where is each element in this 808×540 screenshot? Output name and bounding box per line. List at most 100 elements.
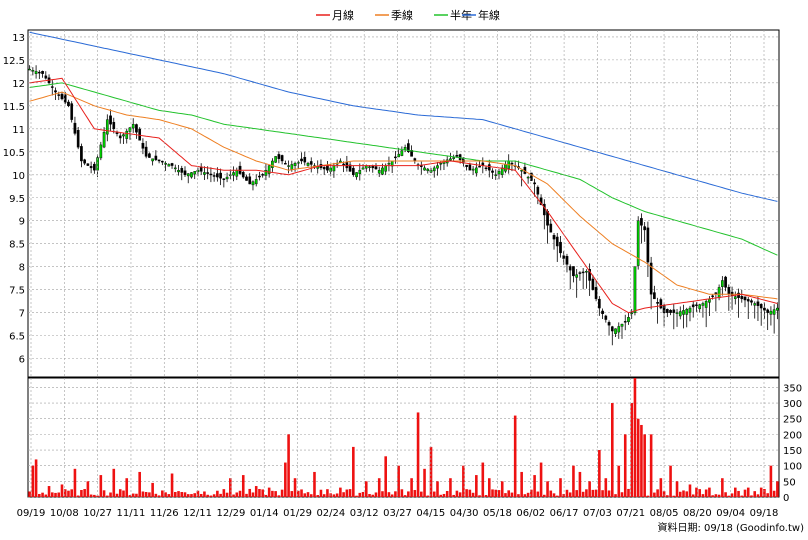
volume-bar bbox=[672, 495, 676, 497]
volume-bar bbox=[313, 471, 316, 497]
candle-body bbox=[646, 227, 650, 263]
x-tick-label: 09/04 bbox=[716, 508, 745, 519]
x-tick-label: 10/27 bbox=[83, 508, 112, 519]
volume-bar bbox=[50, 492, 54, 497]
volume-bar bbox=[167, 494, 171, 497]
volume-bar bbox=[125, 478, 129, 497]
x-tick-label: 04/30 bbox=[450, 508, 479, 519]
candle-body bbox=[452, 157, 456, 159]
volume-bar bbox=[666, 495, 669, 497]
volume-bar bbox=[164, 492, 167, 497]
volume-bar bbox=[543, 494, 546, 497]
volume-bar bbox=[500, 481, 504, 497]
candle-body bbox=[102, 132, 106, 148]
candle-body bbox=[588, 269, 591, 281]
volume-bar bbox=[38, 493, 41, 497]
candle-body bbox=[552, 235, 556, 240]
volume-bar bbox=[714, 494, 718, 497]
candle-body bbox=[80, 146, 83, 162]
volume-bar bbox=[772, 490, 776, 497]
volume-tick-label: 350 bbox=[783, 383, 802, 394]
volume-bar bbox=[352, 446, 355, 497]
candle-body bbox=[222, 178, 226, 180]
volume-bar bbox=[724, 492, 727, 497]
volume-bar bbox=[319, 489, 323, 497]
volume-bar bbox=[280, 489, 284, 497]
legend-item-year: 年線 bbox=[462, 8, 500, 22]
volume-bar bbox=[601, 490, 604, 497]
volume-bar bbox=[93, 494, 96, 497]
volume-bar bbox=[423, 468, 426, 497]
volume-bar bbox=[54, 492, 57, 497]
x-tick-label: 05/18 bbox=[483, 508, 512, 519]
candle-body bbox=[50, 86, 54, 88]
volume-bar bbox=[326, 489, 329, 497]
candle-body bbox=[170, 163, 174, 166]
volume-bar bbox=[400, 489, 404, 497]
candle-body bbox=[400, 150, 404, 156]
candle-body bbox=[665, 308, 669, 313]
volume-bar bbox=[86, 481, 90, 497]
volume-bar bbox=[271, 490, 274, 497]
x-tick-label: 12/11 bbox=[183, 508, 212, 519]
candle-body bbox=[562, 255, 566, 259]
candle-body bbox=[607, 322, 611, 326]
volume-bar bbox=[141, 491, 145, 497]
candle-body bbox=[653, 292, 656, 300]
volume-bar bbox=[157, 495, 161, 497]
candle-body bbox=[131, 124, 135, 129]
volume-bar bbox=[614, 494, 617, 497]
candle-body bbox=[241, 171, 245, 178]
volume-bar bbox=[481, 462, 485, 497]
volume-bar bbox=[471, 492, 475, 497]
volume-bar bbox=[287, 434, 290, 497]
legend: 月線 季線 半年 年線 bbox=[316, 8, 500, 22]
volume-bar bbox=[436, 481, 439, 497]
volume-bar bbox=[293, 478, 297, 497]
candle-body bbox=[691, 304, 695, 308]
volume-tick-label: 50 bbox=[783, 477, 796, 488]
candle-body bbox=[432, 167, 436, 172]
candle-body bbox=[384, 165, 388, 172]
candle-body bbox=[759, 303, 763, 309]
volume-bar bbox=[627, 488, 630, 497]
legend-label-year: 年線 bbox=[478, 8, 500, 22]
candle-body bbox=[510, 162, 514, 165]
volume-bar bbox=[533, 475, 536, 497]
volume-bar bbox=[193, 493, 197, 497]
candle-body bbox=[228, 174, 232, 176]
volume-bar bbox=[322, 494, 326, 497]
candle-body bbox=[733, 296, 737, 299]
volume-bar bbox=[449, 478, 452, 497]
candle-body bbox=[287, 165, 290, 167]
volume-bar bbox=[610, 403, 614, 497]
candle-body bbox=[254, 179, 258, 185]
volume-bar bbox=[264, 494, 268, 497]
candle-body bbox=[675, 312, 679, 314]
volume-bar bbox=[682, 490, 685, 497]
volume-bar bbox=[348, 489, 352, 497]
volume-bar bbox=[206, 494, 209, 497]
candle-body bbox=[620, 323, 624, 327]
volume-bar bbox=[607, 490, 611, 497]
volume-bar bbox=[229, 478, 232, 497]
volume-bar bbox=[332, 494, 336, 497]
volume-bar bbox=[219, 493, 222, 497]
volume-bar bbox=[753, 491, 757, 497]
volume-bar bbox=[209, 495, 213, 497]
volume-bar bbox=[144, 491, 148, 497]
candle-body bbox=[672, 309, 676, 313]
candle-body bbox=[601, 310, 604, 315]
volume-bar bbox=[76, 495, 80, 497]
candle-body bbox=[154, 155, 158, 161]
x-tick-label: 08/20 bbox=[683, 508, 712, 519]
candle-body bbox=[449, 158, 452, 161]
volume-bar bbox=[122, 490, 125, 497]
price-tick-label: 13 bbox=[12, 33, 25, 44]
volume-bar bbox=[70, 489, 73, 497]
volume-bar bbox=[523, 494, 527, 497]
volume-bar bbox=[106, 495, 109, 497]
volume-bar bbox=[643, 434, 646, 497]
legend-item-month: 月線 bbox=[316, 8, 354, 22]
candle-body bbox=[277, 154, 281, 159]
